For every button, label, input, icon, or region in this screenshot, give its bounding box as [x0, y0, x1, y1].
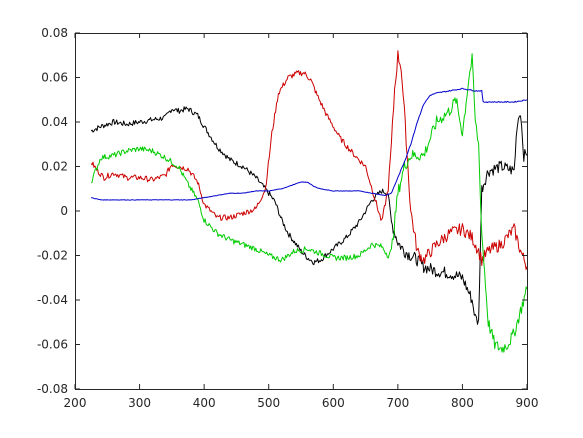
- y-tick-label: 0: [60, 204, 68, 218]
- x-tick-label: 800: [451, 396, 474, 410]
- x-tick-label: 400: [193, 396, 216, 410]
- y-tick-label: 0.02: [41, 160, 68, 174]
- series-layer: [90, 50, 528, 353]
- y-tick-label: -0.02: [37, 249, 68, 263]
- y-tick-label: -0.06: [37, 338, 68, 352]
- plot-area-background: [75, 33, 527, 389]
- x-tick-label: 900: [516, 396, 539, 410]
- x-tick-label: 600: [322, 396, 345, 410]
- y-tick-label: -0.04: [37, 293, 68, 307]
- y-tick-label: 0.06: [41, 71, 68, 85]
- y-tick-label: -0.08: [37, 382, 68, 396]
- x-axis: 200 300 400 500 600 700 800 900: [64, 33, 539, 410]
- y-tick-label: 0.08: [41, 26, 68, 40]
- series-line-2: [91, 53, 528, 353]
- series-line-1: [90, 50, 528, 270]
- x-tick-label: 700: [386, 396, 409, 410]
- y-tick-label: 0.04: [41, 115, 68, 129]
- x-tick-label: 300: [128, 396, 151, 410]
- x-tick-label: 200: [64, 396, 87, 410]
- x-tick-label: 500: [257, 396, 280, 410]
- series-line-3: [91, 87, 528, 201]
- y-axis: -0.08 -0.06 -0.04 -0.02 0 0.02 0.04 0.06 0.08: [37, 26, 527, 396]
- series-line-0: [90, 106, 528, 325]
